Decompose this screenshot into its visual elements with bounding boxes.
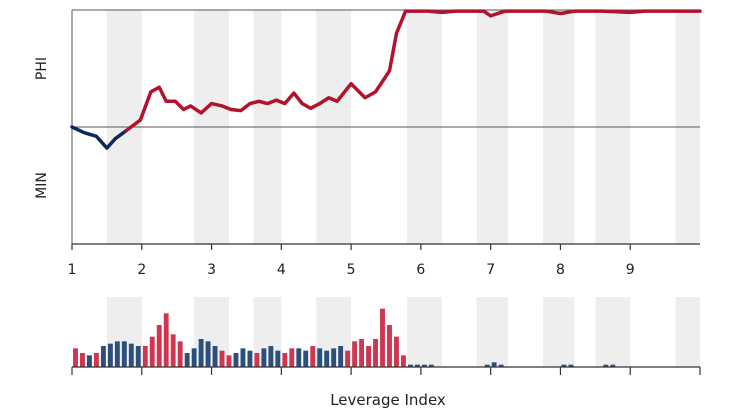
hist-bar-25 <box>240 348 246 367</box>
hist-bar-41 <box>352 341 358 367</box>
hist-shaded-band-7 <box>543 297 575 367</box>
hist-shaded-band-8 <box>595 297 631 367</box>
hist-bar-52 <box>428 364 434 367</box>
hist-bar-6 <box>107 343 113 367</box>
hist-bar-45 <box>380 308 385 367</box>
hist-bar-51 <box>421 364 427 367</box>
hist-bar-9 <box>128 343 134 367</box>
hist-bar-12 <box>149 336 155 367</box>
hist-bar-8 <box>121 341 127 367</box>
x-axis-tick-labels: 1 2 3 4 5 6 7 8 9 <box>68 262 635 278</box>
hist-bar-22 <box>219 350 225 367</box>
hist-bar-3 <box>87 355 92 367</box>
histogram-x-ticks <box>71 367 701 375</box>
hist-bar-53 <box>484 364 490 367</box>
hist-bar-58 <box>603 364 609 367</box>
hist-bar-40 <box>345 350 351 367</box>
hist-bar-13 <box>156 325 162 367</box>
x-tick-label-8: 8 <box>556 262 565 278</box>
y-label-top: PHI <box>34 57 50 80</box>
hist-bar-19 <box>198 339 204 367</box>
histogram-bars <box>73 308 616 367</box>
hist-bar-15 <box>170 334 176 367</box>
hist-bar-57 <box>568 364 574 367</box>
x-axis-title: Leverage Index <box>330 391 446 409</box>
hist-bar-14 <box>163 313 169 367</box>
hist-shaded-band-5 <box>406 297 442 367</box>
hist-bar-5 <box>100 346 106 367</box>
hist-bar-42 <box>359 339 365 367</box>
hist-bar-23 <box>226 355 232 367</box>
hist-bar-4 <box>93 353 99 367</box>
hist-bar-27 <box>254 353 260 367</box>
hist-bar-17 <box>184 353 190 367</box>
x-tick-label-1: 1 <box>68 262 77 278</box>
x-tick-label-3: 3 <box>207 262 216 278</box>
hist-bar-33 <box>296 348 302 367</box>
hist-bar-34 <box>303 350 309 367</box>
hist-bar-56 <box>561 364 567 367</box>
hist-bar-7 <box>114 341 120 367</box>
hist-bar-24 <box>233 353 239 367</box>
series-line-1 <box>70 125 129 150</box>
y-label-bottom: MIN <box>34 172 50 199</box>
x-tick-label-5: 5 <box>347 262 356 278</box>
hist-bar-59 <box>610 364 616 367</box>
hist-bar-50 <box>414 364 420 367</box>
hist-bar-44 <box>373 339 378 367</box>
hist-bar-37 <box>324 350 330 367</box>
x-tick-label-6: 6 <box>416 262 425 278</box>
hist-bar-30 <box>275 350 281 367</box>
hist-bar-47 <box>394 336 399 367</box>
x-tick-label-9: 9 <box>626 262 635 278</box>
hist-shaded-band-6 <box>476 297 509 367</box>
hist-bar-35 <box>310 346 316 367</box>
hist-bar-55 <box>498 364 504 367</box>
hist-bar-20 <box>205 341 211 367</box>
hist-bar-38 <box>331 348 337 367</box>
x-tick-label-2: 2 <box>137 262 146 278</box>
hist-bar-28 <box>261 348 267 367</box>
x-axis-ticks <box>71 244 631 250</box>
hist-bar-16 <box>177 341 183 367</box>
hist-bar-31 <box>282 353 288 367</box>
hist-bar-48 <box>401 355 406 367</box>
hist-bar-10 <box>135 346 141 367</box>
series-line-2 <box>124 9 702 133</box>
x-tick-label-4: 4 <box>277 262 286 278</box>
hist-bar-21 <box>212 346 218 367</box>
hist-shaded-band-9 <box>675 297 700 367</box>
hist-bar-32 <box>289 348 295 367</box>
hist-bar-46 <box>387 325 392 367</box>
series-lines <box>70 9 702 150</box>
hist-bar-43 <box>366 346 371 367</box>
hist-bar-39 <box>338 346 344 367</box>
hist-bar-36 <box>317 348 323 367</box>
hist-bar-2 <box>80 353 85 367</box>
hist-bar-54 <box>491 362 497 367</box>
hist-bar-18 <box>191 348 197 367</box>
hist-bar-49 <box>407 364 413 367</box>
hist-bar-1 <box>73 348 78 367</box>
x-tick-label-7: 7 <box>486 262 495 278</box>
hist-bar-26 <box>247 350 253 367</box>
hist-bar-11 <box>142 346 148 367</box>
hist-bar-29 <box>268 346 274 367</box>
